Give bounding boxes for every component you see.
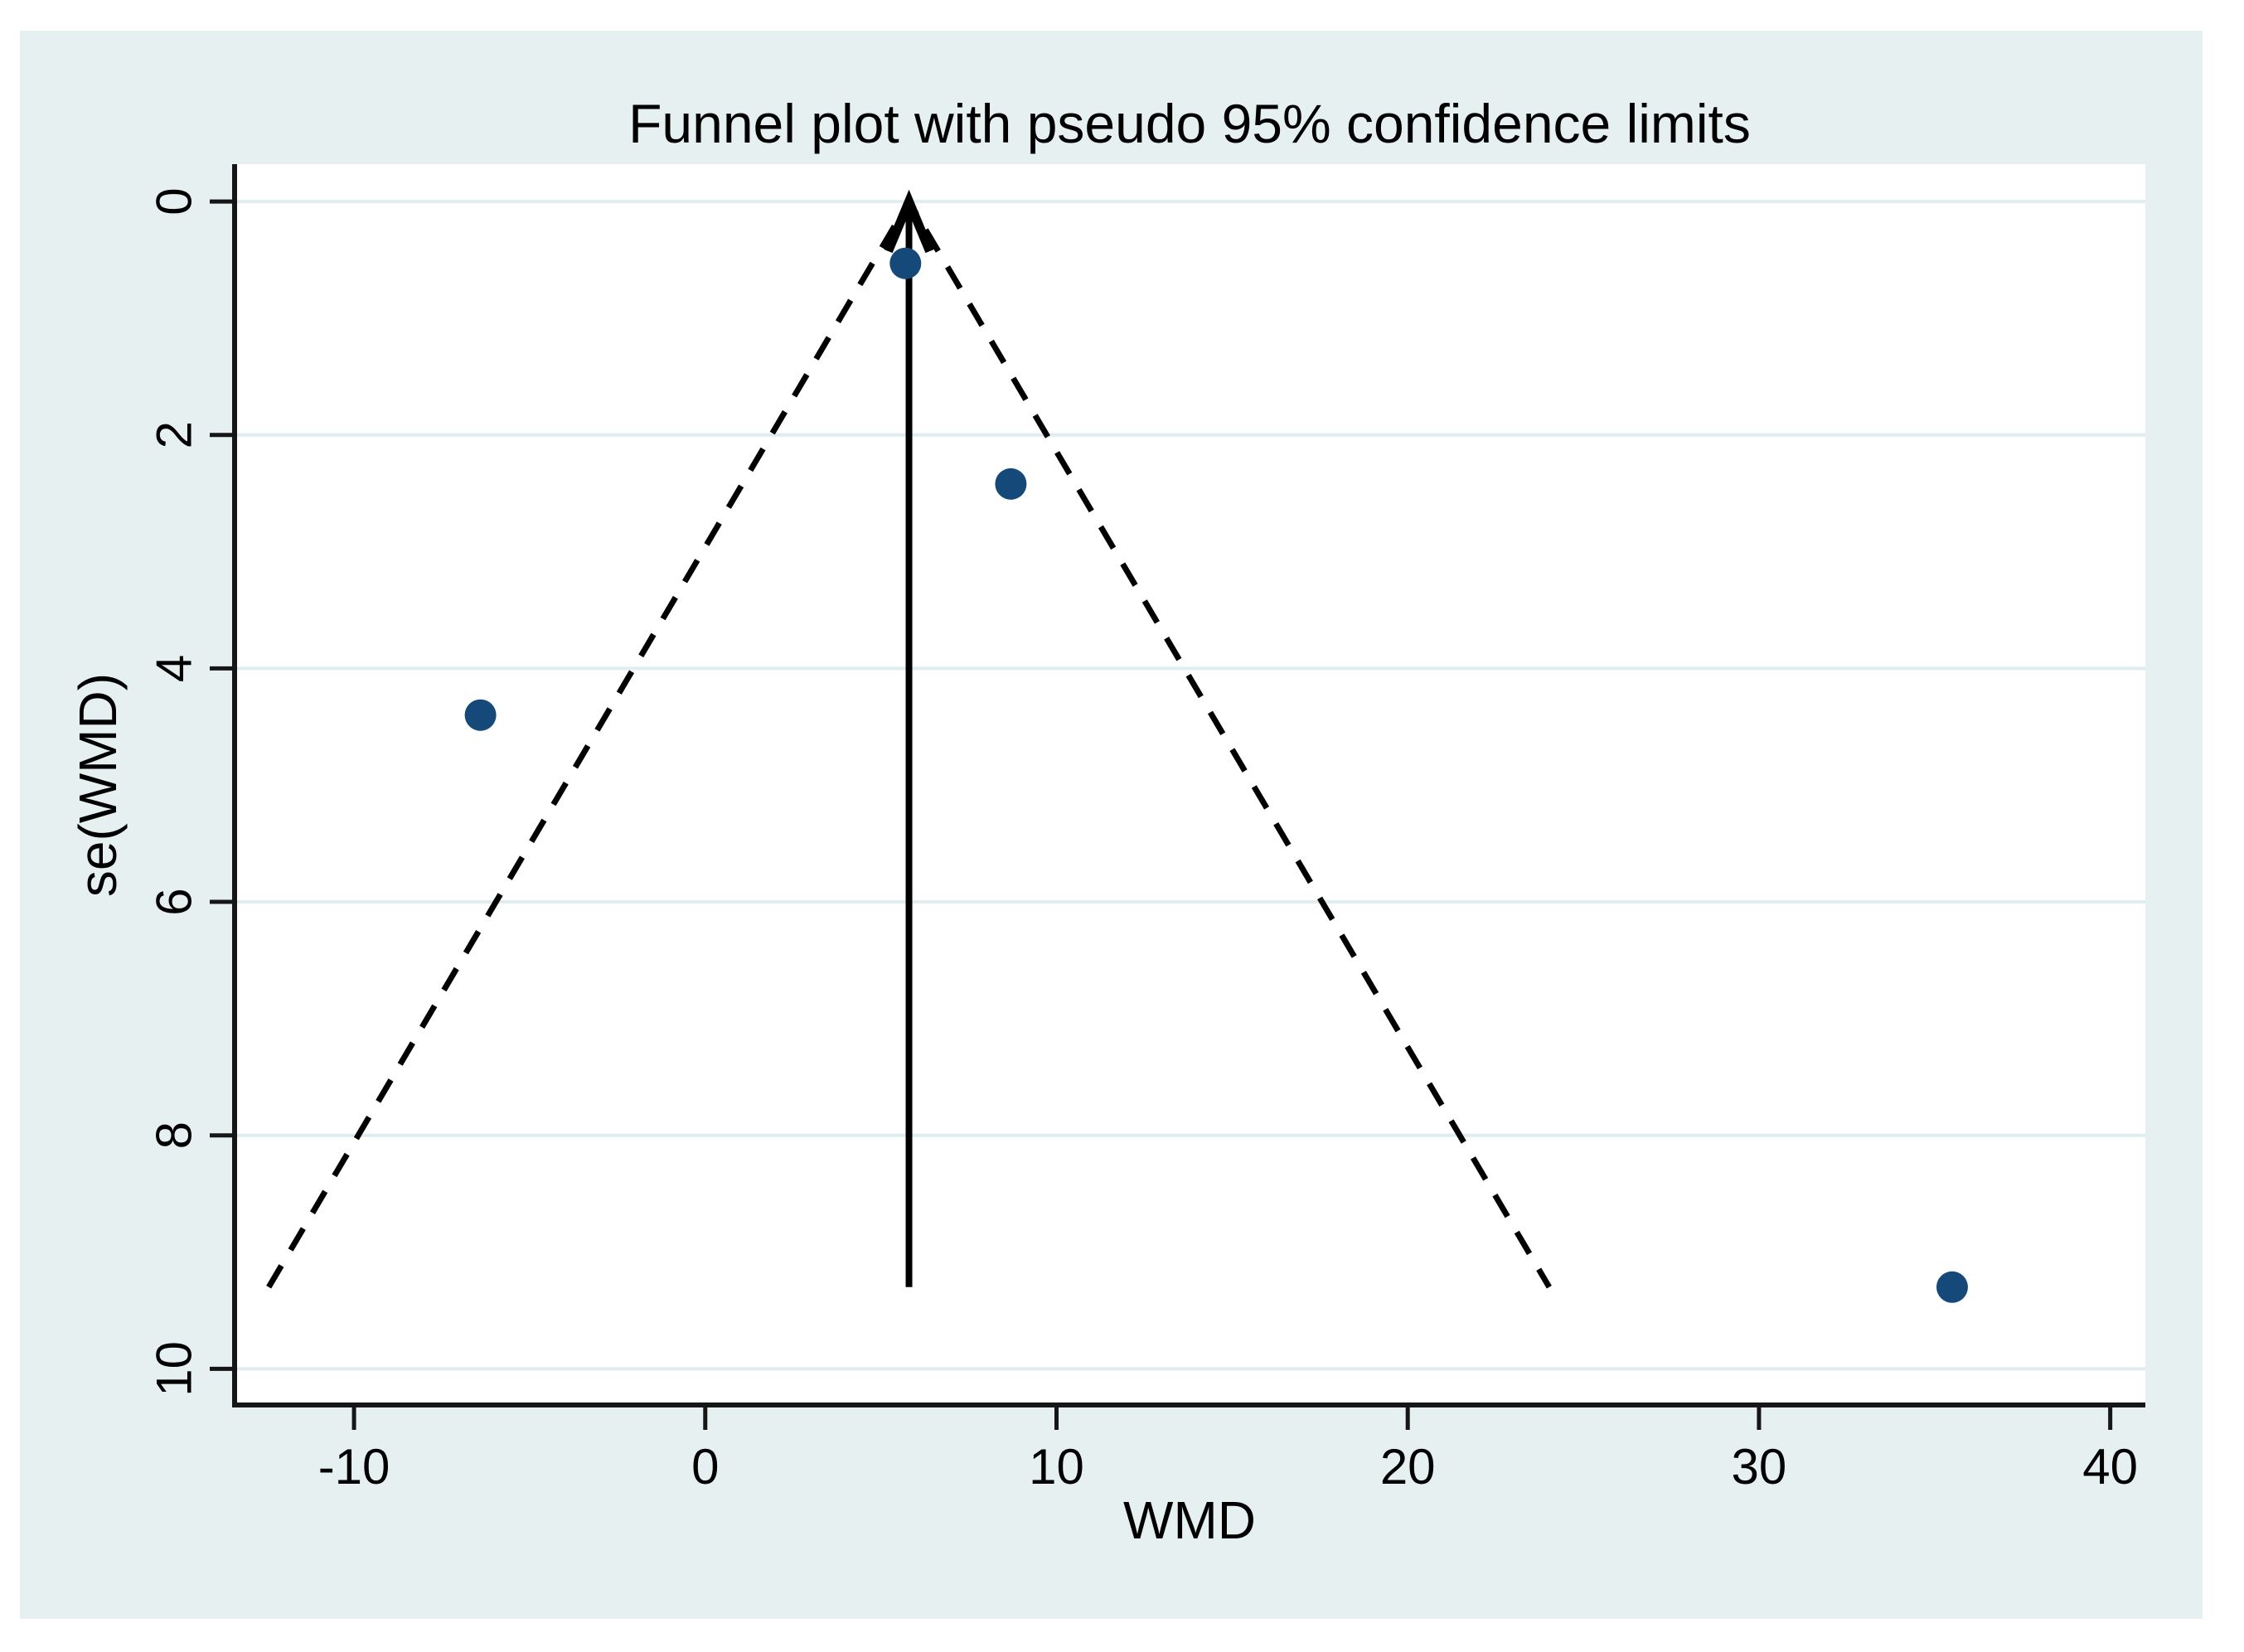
- y-tick-label: 6: [147, 888, 202, 915]
- y-tick-label: 8: [147, 1122, 202, 1149]
- data-point: [889, 247, 922, 279]
- y-tick-label: 2: [147, 421, 202, 448]
- x-tick-label: -10: [318, 1439, 390, 1495]
- data-point: [1936, 1271, 1968, 1303]
- y-tick-label: 4: [147, 655, 202, 682]
- y-tick-label: 0: [147, 187, 202, 215]
- chart-title: Funnel plot with pseudo 95% confidence l…: [628, 93, 1751, 154]
- y-tick-label: 10: [147, 1341, 202, 1397]
- plot-area-background: [235, 164, 2145, 1405]
- x-tick-label: 40: [2082, 1439, 2138, 1495]
- x-tick-label: 30: [1732, 1439, 1787, 1495]
- pooled-estimate-layer: [884, 189, 934, 1287]
- tick-labels-layer: 0 2 4 6 8 10 -10 0 10 20 30 40: [147, 187, 2139, 1495]
- x-tick-label: 0: [691, 1439, 719, 1495]
- data-points-layer: [464, 247, 1968, 1303]
- data-point: [464, 699, 497, 731]
- y-axis-title: se(WMD): [68, 673, 128, 897]
- x-axis-title: WMD: [1123, 1490, 1256, 1550]
- data-point: [995, 468, 1027, 500]
- arrow-up-icon: [884, 189, 934, 254]
- gridlines-layer: [235, 200, 2145, 1371]
- axes-layer: [210, 164, 2145, 1430]
- x-tick-label: 10: [1029, 1439, 1084, 1495]
- x-tick-label: 20: [1380, 1439, 1436, 1495]
